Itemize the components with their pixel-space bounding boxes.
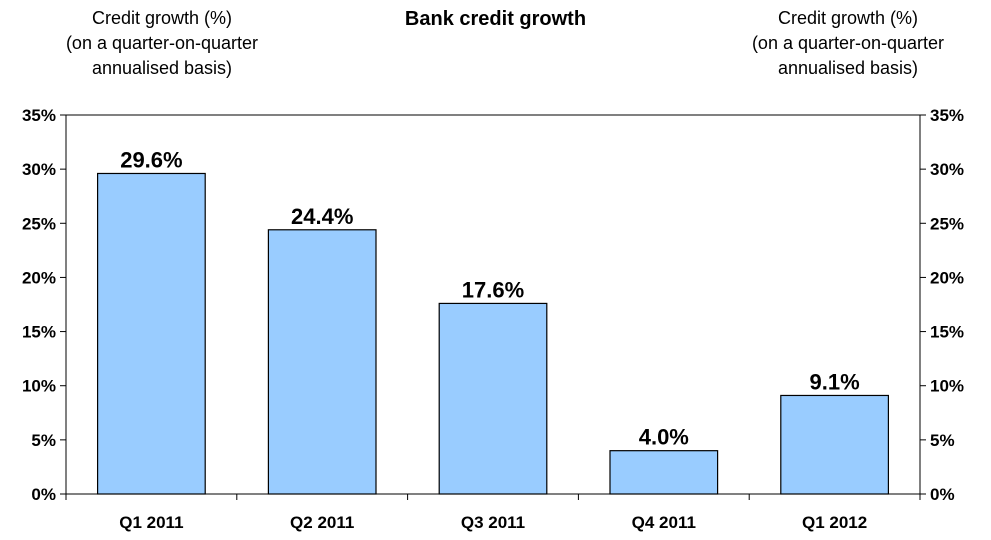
- bar: [780, 394, 890, 495]
- data-label: 29.6%: [120, 147, 182, 172]
- y-axis-label-left-line-3: annualised basis): [91, 58, 233, 78]
- y-tick-label-left: 5%: [31, 431, 56, 450]
- y-tick-label-left: 35%: [22, 106, 56, 125]
- bar: [438, 302, 548, 495]
- y-axis-label-right: Credit growth (%) (on a quarter-on-quart…: [728, 6, 968, 81]
- data-label: 9.1%: [810, 369, 860, 394]
- x-tick-label: Q4 2011: [632, 513, 696, 532]
- y-axis-label-right-line-3: annualised basis): [777, 58, 919, 78]
- data-label: 24.4%: [291, 204, 353, 229]
- y-axis-label-right-line-1: Credit growth (%): [777, 8, 919, 28]
- y-tick-label-left: 25%: [22, 214, 56, 233]
- y-tick-label-left: 15%: [22, 323, 56, 342]
- y-axis-label-left: Credit growth (%) (on a quarter-on-quart…: [42, 6, 282, 81]
- bar: [609, 450, 719, 495]
- y-tick-label-right: 5%: [930, 431, 955, 450]
- data-label: 17.6%: [462, 277, 524, 302]
- y-tick-label-right: 30%: [930, 160, 964, 179]
- x-tick-label: Q2 2011: [290, 513, 354, 532]
- y-axis-label-left-line-2: (on a quarter-on-quarter: [65, 33, 259, 53]
- y-axis-label-left-line-1: Credit growth (%): [91, 8, 233, 28]
- y-tick-label-left: 0%: [31, 485, 56, 504]
- y-axis-label-right-line-2: (on a quarter-on-quarter: [751, 33, 945, 53]
- y-tick-label-right: 0%: [930, 485, 955, 504]
- bar: [96, 172, 206, 495]
- y-tick-label-right: 25%: [930, 214, 964, 233]
- x-tick-label: Q1 2012: [802, 513, 867, 532]
- y-tick-label-left: 30%: [22, 160, 56, 179]
- y-tick-label-right: 20%: [930, 268, 964, 287]
- data-label: 4.0%: [639, 425, 689, 450]
- y-tick-label-left: 10%: [22, 377, 56, 396]
- x-tick-label: Q1 2011: [119, 513, 183, 532]
- y-tick-label-left: 20%: [22, 268, 56, 287]
- y-tick-label-right: 15%: [930, 323, 964, 342]
- y-tick-label-right: 10%: [930, 377, 964, 396]
- bar: [267, 229, 377, 495]
- chart-title: Bank credit growth: [404, 8, 587, 30]
- y-tick-label-right: 35%: [930, 106, 964, 125]
- x-tick-label: Q3 2011: [461, 513, 525, 532]
